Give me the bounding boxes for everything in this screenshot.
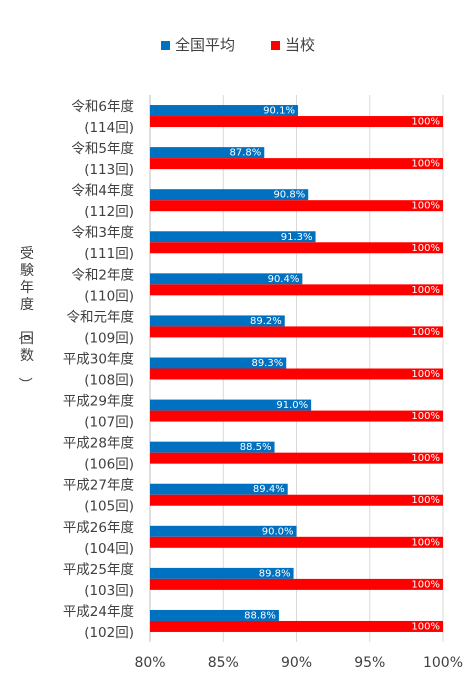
national-average-bar <box>150 525 297 537</box>
national-average-data-label: 90.0% <box>262 526 294 537</box>
school-bar <box>150 242 443 254</box>
category-year-label: 平成27年度 <box>63 478 134 494</box>
school-bar <box>150 326 443 338</box>
school-data-label: 100% <box>411 243 440 254</box>
national-average-data-label: 87.8% <box>229 148 261 159</box>
school-data-label: 100% <box>411 327 440 338</box>
legend-label-national-average: 全国平均 <box>175 36 235 54</box>
category-year-label: 平成28年度 <box>63 436 134 452</box>
national-average-data-label: 89.8% <box>259 568 291 579</box>
national-average-data-label: 88.5% <box>240 442 272 453</box>
school-data-label: 100% <box>411 159 440 170</box>
national-average-bar <box>150 357 287 369</box>
category-round-label: (106回) <box>84 457 134 473</box>
national-average-data-label: 89.4% <box>253 484 285 495</box>
x-tick-label: 100% <box>423 655 463 671</box>
school-bar <box>150 200 443 212</box>
legend-label-school: 当校 <box>285 36 315 54</box>
legend-swatch-school <box>271 41 280 50</box>
category-round-label: (113回) <box>84 162 134 178</box>
category-year-label: 令和6年度 <box>71 99 134 115</box>
national-average-data-label: 91.0% <box>276 400 308 411</box>
national-average-bar <box>150 609 279 621</box>
national-average-data-label: 91.3% <box>281 232 313 243</box>
school-data-label: 100% <box>411 285 440 296</box>
national-average-data-label: 89.3% <box>251 358 283 369</box>
school-bar <box>150 284 443 296</box>
school-bar <box>150 620 443 632</box>
x-tick-label: 85% <box>208 655 239 671</box>
category-year-label: 令和2年度 <box>71 267 134 283</box>
national-average-data-label: 90.1% <box>263 106 295 117</box>
national-average-bar <box>150 567 294 579</box>
national-average-bar <box>150 147 265 159</box>
school-bar <box>150 452 443 464</box>
national-average-bar <box>150 105 298 117</box>
category-year-label: 平成26年度 <box>63 520 134 536</box>
school-data-label: 100% <box>411 621 440 632</box>
school-bar <box>150 578 443 590</box>
category-round-label: (104回) <box>84 541 134 557</box>
category-round-label: (103回) <box>84 583 134 599</box>
national-average-bar <box>150 441 275 453</box>
category-round-label: (105回) <box>84 499 134 515</box>
national-average-bar <box>150 231 316 243</box>
national-average-bar <box>150 315 285 327</box>
national-average-data-label: 90.8% <box>273 190 305 201</box>
x-tick-label: 90% <box>281 655 312 671</box>
category-round-label: (110回) <box>84 288 134 304</box>
category-round-label: (108回) <box>84 372 134 388</box>
school-data-label: 100% <box>411 369 440 380</box>
national-average-bar <box>150 483 288 495</box>
y-axis-title: 受験年度（回数） <box>16 246 34 391</box>
category-year-label: 平成29年度 <box>63 394 134 410</box>
school-bar <box>150 368 443 380</box>
national-average-data-label: 90.4% <box>268 274 300 285</box>
school-bar <box>150 536 443 548</box>
category-year-label: 令和元年度 <box>67 309 135 325</box>
national-average-bar <box>150 399 312 411</box>
category-year-label: 平成24年度 <box>63 604 134 620</box>
x-tick-label: 95% <box>354 655 385 671</box>
category-year-label: 令和3年度 <box>71 225 134 241</box>
school-data-label: 100% <box>411 411 440 422</box>
category-year-label: 令和5年度 <box>71 141 134 157</box>
school-data-label: 100% <box>411 579 440 590</box>
national-average-bar <box>150 189 309 201</box>
school-bar <box>150 494 443 506</box>
school-data-label: 100% <box>411 453 440 464</box>
school-data-label: 100% <box>411 201 440 212</box>
x-tick-label: 80% <box>134 655 165 671</box>
category-round-label: (114回) <box>84 120 134 136</box>
school-data-label: 100% <box>411 495 440 506</box>
category-year-label: 平成25年度 <box>63 562 134 578</box>
national-average-data-label: 89.2% <box>250 316 282 327</box>
category-round-label: (109回) <box>84 330 134 346</box>
category-year-label: 平成30年度 <box>63 351 134 367</box>
national-average-bar <box>150 273 303 285</box>
category-year-label: 令和4年度 <box>71 183 134 199</box>
school-data-label: 100% <box>411 537 440 548</box>
legend-swatch-national-average <box>161 41 170 50</box>
school-bar <box>150 410 443 422</box>
school-bar <box>150 116 443 128</box>
category-round-label: (111回) <box>84 246 134 262</box>
category-round-label: (102回) <box>84 625 134 641</box>
category-round-label: (107回) <box>84 415 134 431</box>
school-data-label: 100% <box>411 117 440 128</box>
national-average-data-label: 88.8% <box>244 610 276 621</box>
school-bar <box>150 158 443 170</box>
category-round-label: (112回) <box>84 204 134 220</box>
